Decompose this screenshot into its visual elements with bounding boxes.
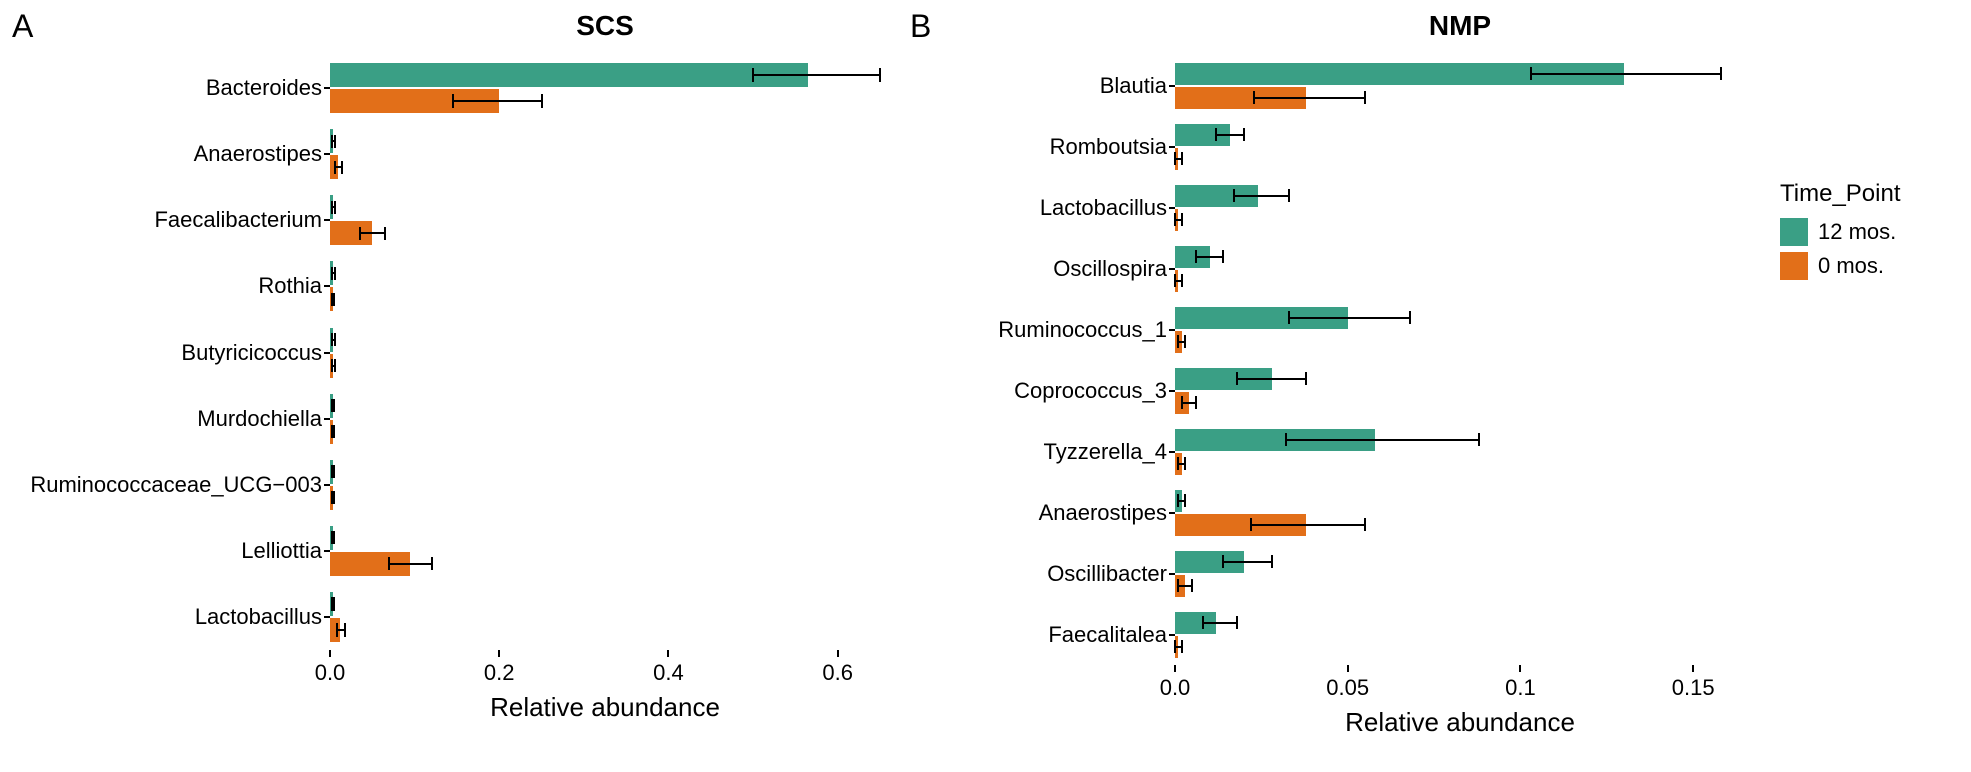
x-tick-label: 0.0	[1160, 675, 1191, 701]
bar	[1175, 636, 1178, 658]
category-label: Bacteroides	[206, 75, 330, 101]
panel-a-label: A	[12, 8, 33, 45]
bar	[330, 618, 340, 642]
x-tick	[837, 650, 839, 657]
legend-swatch-12mos	[1780, 218, 1808, 246]
bar	[1175, 270, 1178, 292]
x-tick-label: 0.2	[484, 660, 515, 686]
category-label: Murdochiella	[197, 406, 330, 432]
bar	[330, 592, 333, 616]
legend-item-12mos: 12 mos.	[1780, 218, 1901, 246]
category-label: Anaerostipes	[194, 141, 330, 167]
bar	[1175, 453, 1182, 475]
bar	[1175, 124, 1230, 146]
category-label: Oscillibacter	[1047, 561, 1175, 587]
bar	[1175, 368, 1272, 390]
bar	[330, 221, 372, 245]
panel-b-label: B	[910, 8, 931, 45]
bar	[330, 328, 333, 352]
panel-a-title: SCS	[330, 10, 880, 42]
bar	[330, 63, 808, 87]
category-label: Ruminococcaceae_UCG−003	[30, 472, 330, 498]
x-tick	[329, 650, 331, 657]
bar	[1175, 87, 1306, 109]
panel-a-plot: Bacteroides Anaerostipes Faecalibacteriu…	[330, 55, 880, 650]
bar	[330, 287, 333, 311]
category-label: Tyzzerella_4	[1043, 439, 1175, 465]
panel-b-plot: Blautia Romboutsia Lactobacillus Oscillo…	[1175, 55, 1745, 665]
legend-title: Time_Point	[1780, 180, 1901, 208]
bar	[1175, 429, 1375, 451]
x-tick	[1692, 665, 1694, 672]
x-tick-label: 0.0	[315, 660, 346, 686]
bar	[330, 261, 333, 285]
legend: Time_Point 12 mos. 0 mos.	[1780, 180, 1901, 286]
bar	[1175, 490, 1182, 512]
category-label: Lelliottia	[241, 538, 330, 564]
bar	[330, 460, 333, 484]
bar	[1175, 392, 1189, 414]
category-label: Ruminococcus_1	[998, 317, 1175, 343]
category-label: Blautia	[1100, 73, 1175, 99]
bar	[330, 89, 499, 113]
category-label: Oscillospira	[1053, 256, 1175, 282]
category-label: Faecalibacterium	[154, 207, 330, 233]
x-tick	[1347, 665, 1349, 672]
legend-label-0mos: 0 mos.	[1818, 253, 1884, 279]
category-label: Faecalitalea	[1048, 622, 1175, 648]
category-label: Rothia	[258, 273, 330, 299]
category-label: Butyricicoccus	[181, 340, 330, 366]
x-tick	[1519, 665, 1521, 672]
bar	[1175, 185, 1258, 207]
category-label: Coprococcus_3	[1014, 378, 1175, 404]
bar	[1175, 307, 1348, 329]
bar	[1175, 148, 1178, 170]
bar	[1175, 246, 1210, 268]
bar	[1175, 551, 1244, 573]
panel-a-xaxis-title: Relative abundance	[490, 692, 720, 723]
bar	[330, 526, 333, 550]
category-label: Lactobacillus	[195, 604, 330, 630]
x-tick-label: 0.15	[1672, 675, 1715, 701]
bar	[330, 195, 333, 219]
legend-item-0mos: 0 mos.	[1780, 252, 1901, 280]
panel-b-xaxis-title: Relative abundance	[1345, 707, 1575, 738]
figure: A SCS Bacteroides Anaerostipes Faecaliba…	[0, 0, 1971, 772]
legend-swatch-0mos	[1780, 252, 1808, 280]
x-tick	[498, 650, 500, 657]
category-label: Romboutsia	[1050, 134, 1175, 160]
x-tick-label: 0.05	[1326, 675, 1369, 701]
x-tick	[667, 650, 669, 657]
bar	[1175, 63, 1624, 85]
bar	[330, 129, 333, 153]
x-tick-label: 0.6	[822, 660, 853, 686]
bar	[1175, 331, 1182, 353]
bar	[330, 155, 338, 179]
category-label: Lactobacillus	[1040, 195, 1175, 221]
bar	[330, 394, 333, 418]
bar	[1175, 575, 1185, 597]
x-tick-label: 0.4	[653, 660, 684, 686]
bar	[330, 420, 333, 444]
bar	[1175, 514, 1306, 536]
bar	[330, 552, 410, 576]
bar	[1175, 612, 1216, 634]
x-tick	[1174, 665, 1176, 672]
bar	[1175, 209, 1178, 231]
panel-b-title: NMP	[1175, 10, 1745, 42]
category-label: Anaerostipes	[1039, 500, 1175, 526]
bar	[330, 354, 333, 378]
legend-label-12mos: 12 mos.	[1818, 219, 1896, 245]
x-tick-label: 0.1	[1505, 675, 1536, 701]
bar	[330, 486, 333, 510]
